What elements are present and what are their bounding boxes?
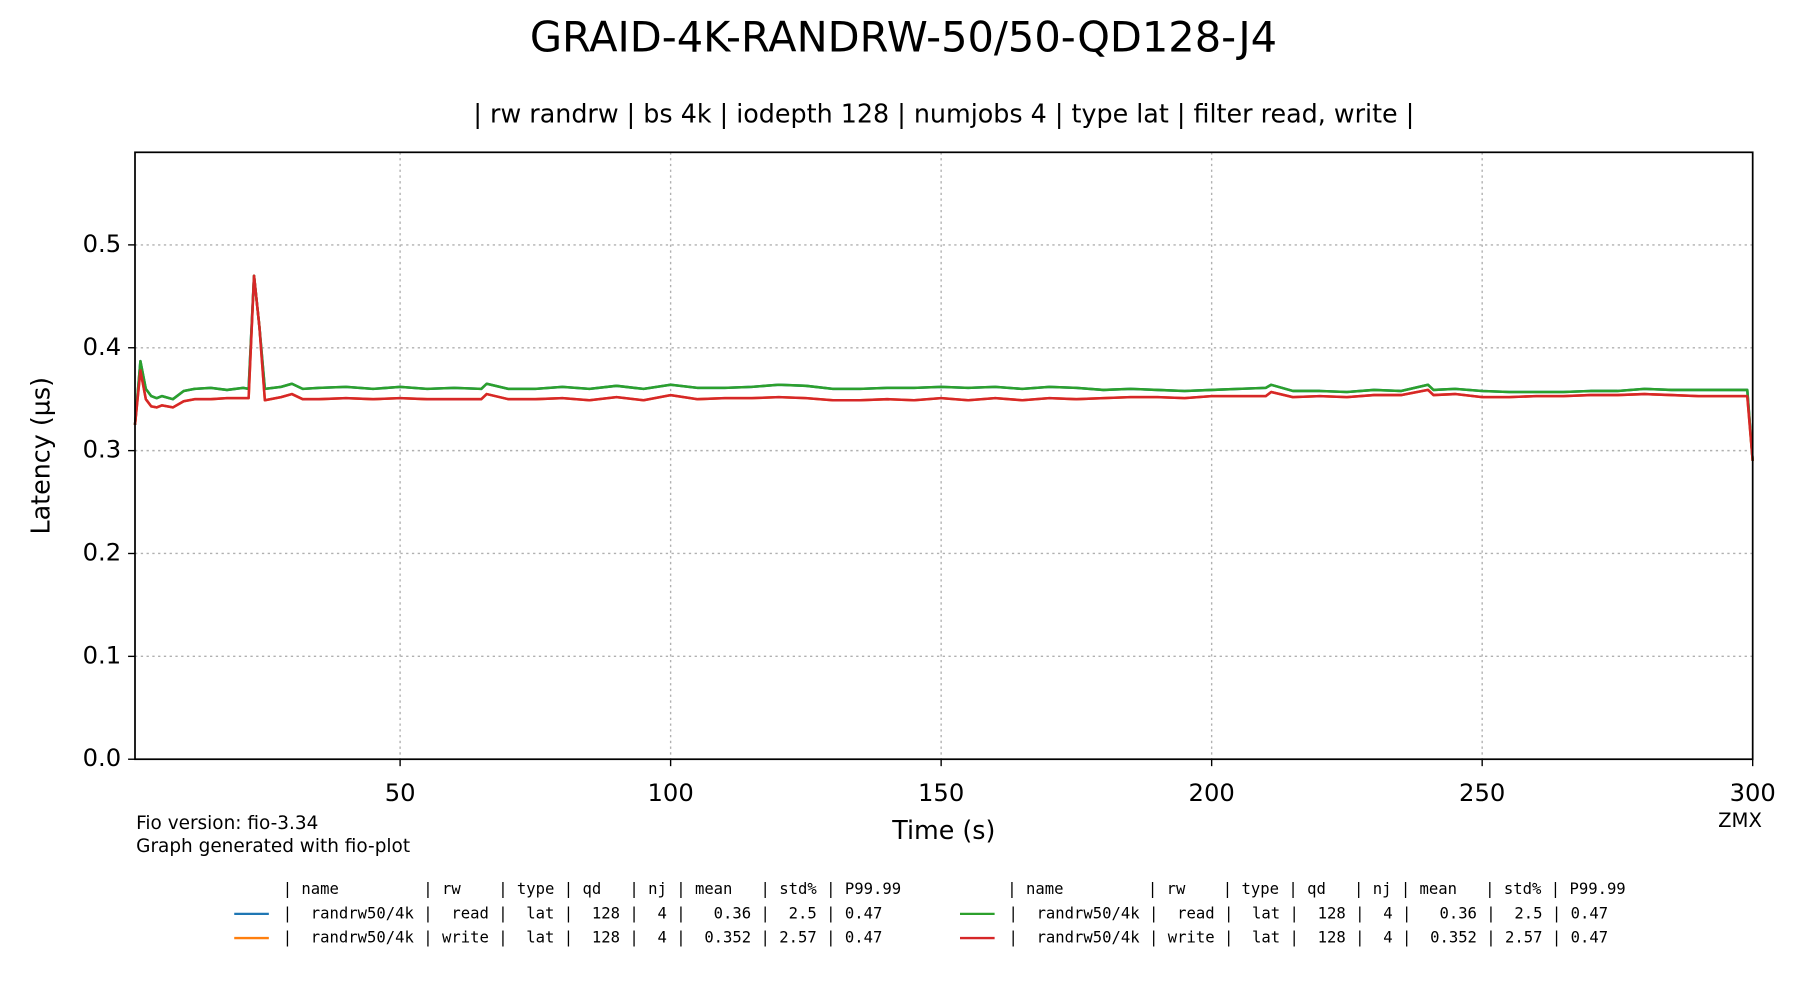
footnote: Graph generated with fio-plot (136, 836, 410, 857)
x-tick-label: 150 (918, 779, 964, 807)
legend-label: | randrw50/4k | write | lat | 128 | 4 | … (283, 929, 883, 947)
x-axis-label: Time (s) (891, 815, 995, 845)
y-axis-label: Latency (µs) (26, 377, 56, 535)
legend-header: | name | rw | type | qd | nj | mean | st… (1007, 880, 1625, 898)
chart-title: GRAID-4K-RANDRW-50/50-QD128-J4 (530, 12, 1277, 61)
x-tick-label: 200 (1189, 779, 1235, 807)
watermark: ZMX (1718, 809, 1762, 832)
legend-label: | randrw50/4k | read | lat | 128 | 4 | 0… (283, 904, 883, 922)
x-tick-label: 100 (648, 779, 694, 807)
chart-subtitle: | rw randrw | bs 4k | iodepth 128 | numj… (473, 98, 1414, 128)
y-tick-label: 0.5 (83, 230, 122, 258)
y-tick-label: 0.3 (83, 436, 122, 464)
plot-frame (134, 151, 1754, 761)
footnote: Fio version: fio-3.34 (136, 813, 318, 834)
legend-label: | randrw50/4k | write | lat | 128 | 4 | … (1008, 929, 1608, 947)
y-tick-label: 0.4 (83, 333, 122, 361)
legend-header: | name | rw | type | qd | nj | mean | st… (283, 880, 901, 898)
legend-label: | randrw50/4k | read | lat | 128 | 4 | 0… (1008, 904, 1608, 922)
x-tick-label: 50 (385, 779, 416, 807)
y-tick-label: 0.1 (83, 641, 122, 669)
series-line (133, 274, 1754, 462)
x-tick-label: 300 (1730, 779, 1776, 807)
y-tick-label: 0.0 (83, 744, 122, 772)
x-tick-label: 250 (1459, 779, 1505, 807)
y-tick-label: 0.2 (83, 538, 122, 566)
